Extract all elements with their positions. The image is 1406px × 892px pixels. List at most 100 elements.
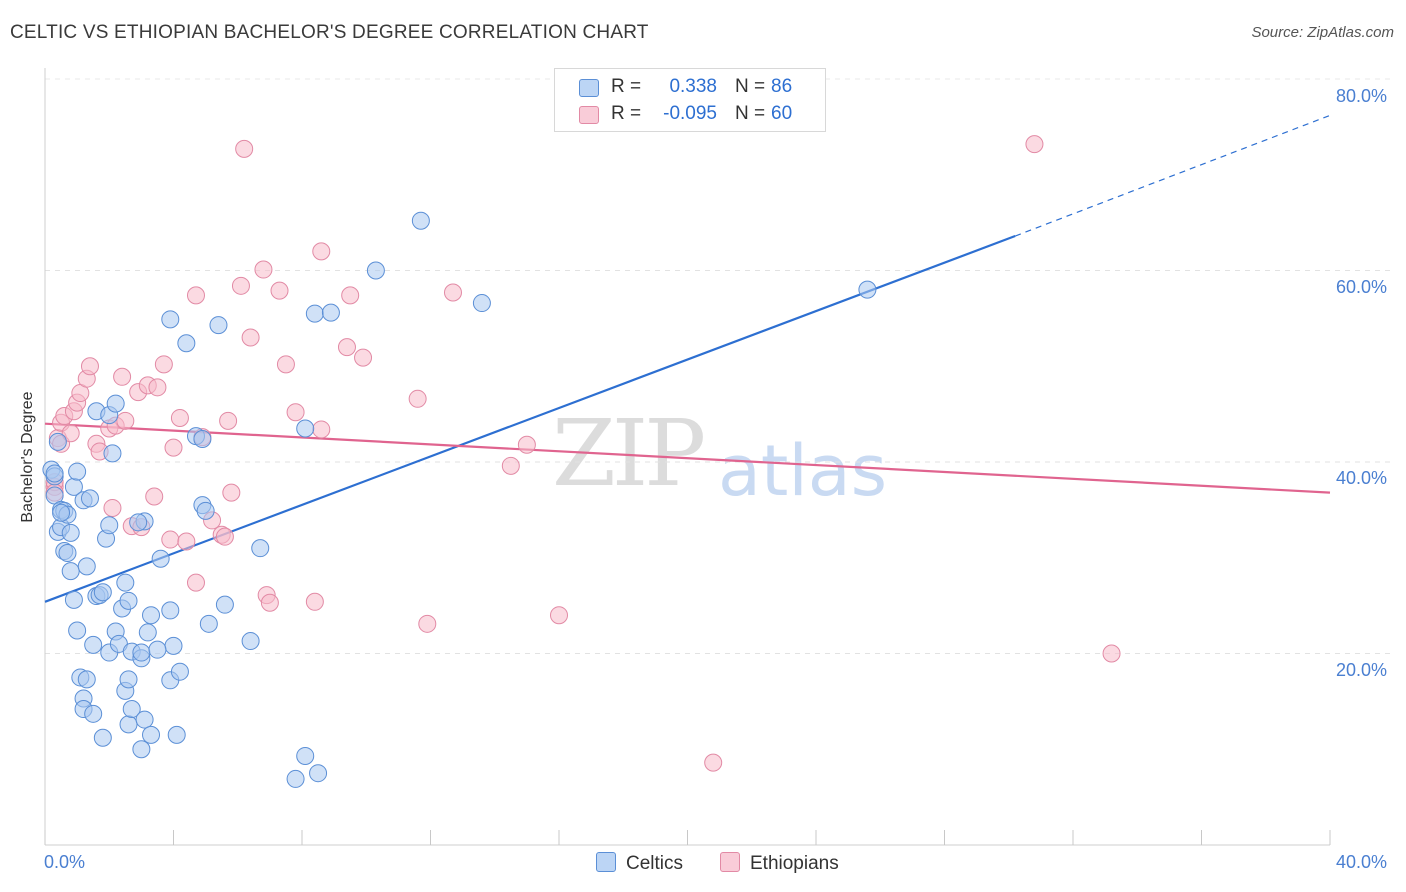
legend-item-ethiopians: Ethiopians	[720, 852, 839, 875]
gridlines	[45, 78, 1392, 654]
celtics-point	[286, 769, 305, 788]
watermark-atlas: atlas	[718, 430, 888, 512]
y-axis-label: Bachelor's Degree	[19, 391, 36, 523]
celtics-point	[366, 261, 385, 280]
trend-lines	[44, 114, 1331, 603]
celtics-point	[305, 304, 324, 323]
celtics-point	[411, 211, 430, 230]
ethiopians-point	[177, 532, 196, 551]
x-tick-label-max: 40.0%	[1336, 852, 1388, 872]
ethiopians-point	[222, 483, 241, 502]
celtics-point	[84, 704, 103, 723]
ethiopians-point	[254, 260, 273, 279]
celtics-point	[142, 606, 161, 625]
legend-n-value: 60	[771, 103, 793, 124]
ethiopians-point	[276, 355, 295, 374]
celtics-point	[193, 430, 212, 449]
celtics-trend-extension	[1014, 114, 1331, 237]
celtics-point	[80, 489, 99, 508]
ethiopians-point	[170, 408, 189, 427]
celtics-point	[142, 725, 161, 744]
correlation-legend: R = 0.338 N = 86 R = -0.095 N = 60	[554, 68, 826, 132]
celtics-point	[858, 280, 877, 299]
ethiopians-point	[103, 498, 122, 517]
ethiopians-point	[1025, 135, 1044, 154]
celtics-point	[309, 764, 328, 783]
celtics-point	[93, 728, 112, 747]
ethiopians-point	[354, 348, 373, 367]
celtics-point	[167, 725, 186, 744]
celtics-point	[106, 394, 125, 413]
ethiopians-point	[337, 338, 356, 357]
celtics-point	[132, 643, 151, 662]
legend-r-label: R =	[611, 103, 642, 124]
watermark-zip: ZIP	[552, 400, 706, 507]
ethiopians-point	[164, 438, 183, 457]
celtics-point	[321, 303, 340, 322]
ethiopians-legend-swatch	[720, 852, 740, 872]
celtics-point	[215, 595, 234, 614]
legend-r-label: R =	[611, 76, 642, 97]
celtics-point	[472, 294, 491, 313]
ethiopians-point	[443, 283, 462, 302]
celtics-point	[100, 516, 119, 535]
celtics-point	[135, 710, 154, 729]
ethiopians-point	[235, 139, 254, 158]
ethiopians-point	[418, 614, 437, 633]
celtics-point	[170, 662, 189, 681]
celtics-point	[61, 562, 80, 581]
y-tick-label-40: 40.0%	[1336, 468, 1388, 488]
ethiopians-point	[704, 753, 723, 772]
celtics-points	[42, 211, 877, 788]
ethiopians-point	[241, 328, 260, 347]
celtics-point	[199, 614, 218, 633]
ethiopians-point	[116, 411, 135, 430]
y-tick-label-60: 60.0%	[1336, 277, 1388, 297]
ethiopians-point	[148, 378, 167, 397]
celtics-point	[45, 464, 64, 483]
celtics-point	[77, 557, 96, 576]
celtics-point	[161, 310, 180, 329]
ethiopians-point	[186, 573, 205, 592]
celtics-point	[296, 419, 315, 438]
celtics-point	[48, 432, 67, 451]
ethiopians-point	[312, 242, 331, 261]
celtics-point	[164, 636, 183, 655]
y-tick-label-80: 80.0%	[1336, 86, 1388, 106]
ethiopians-point	[219, 411, 238, 430]
legend-n-label: N =	[735, 103, 766, 124]
ethiopians-point	[61, 424, 80, 443]
celtics-point	[161, 601, 180, 620]
x-tick-label-min: 0.0%	[44, 852, 86, 872]
axes	[44, 68, 1331, 846]
ethiopians-point	[231, 276, 250, 295]
ethiopians-point	[517, 435, 536, 454]
ethiopians-point	[154, 355, 173, 374]
celtics-point	[251, 539, 270, 558]
celtics-point	[68, 621, 87, 640]
ethiopians-point	[341, 286, 360, 305]
celtics-point	[119, 591, 138, 610]
celtics-point	[138, 623, 157, 642]
celtics-point	[241, 632, 260, 651]
celtics-point	[116, 573, 135, 592]
ethiopians-point	[215, 527, 234, 546]
ethiopians-point	[550, 606, 568, 625]
ethiopians-point	[113, 367, 132, 386]
ethiopians-point	[145, 487, 164, 506]
celtics-point	[58, 543, 77, 562]
legend-n-label: N =	[735, 76, 766, 97]
ethiopians-point	[408, 389, 427, 408]
legend-item-celtics: Celtics	[596, 852, 683, 875]
celtics-point	[196, 501, 215, 520]
celtics-point	[68, 462, 87, 481]
ethiopians-point	[80, 357, 99, 376]
celtics-point	[103, 444, 122, 463]
celtics-point	[122, 700, 141, 719]
celtics-swatch	[579, 79, 599, 97]
legend-r-value: -0.095	[663, 103, 717, 124]
ethiopians-point	[501, 456, 520, 475]
celtics-legend-swatch	[596, 852, 616, 872]
celtics-point	[84, 635, 103, 654]
